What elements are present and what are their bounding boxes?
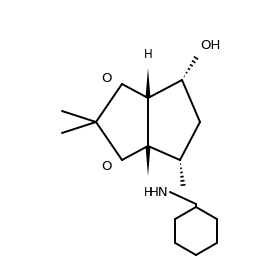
- Polygon shape: [146, 68, 150, 98]
- Text: H: H: [144, 186, 152, 199]
- Text: OH: OH: [200, 39, 220, 52]
- Text: O: O: [102, 160, 112, 172]
- Text: H: H: [144, 48, 152, 61]
- Text: HN: HN: [148, 185, 168, 198]
- Polygon shape: [146, 146, 150, 176]
- Text: O: O: [102, 73, 112, 86]
